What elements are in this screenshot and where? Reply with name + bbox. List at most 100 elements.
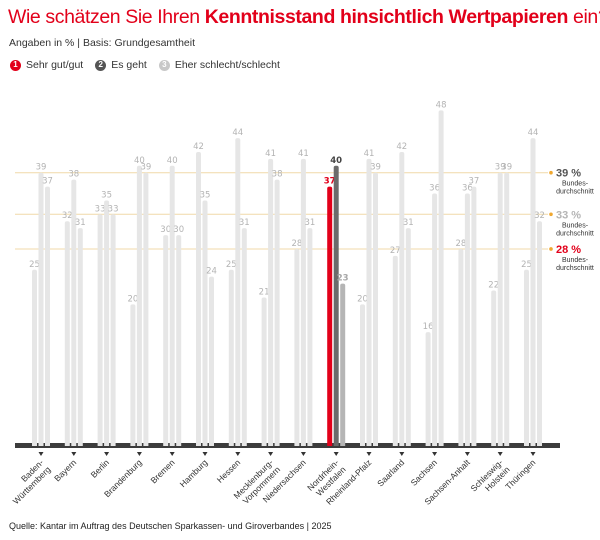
data-label: 31 bbox=[75, 218, 86, 228]
bar-foot bbox=[110, 443, 116, 446]
bar-foot bbox=[399, 443, 405, 446]
bar-3 bbox=[241, 228, 247, 445]
bar-foot bbox=[373, 443, 378, 446]
bar-3 bbox=[176, 235, 182, 445]
x-tick-label: Baden-Württemberg bbox=[11, 457, 53, 506]
legend: 1 Sehr gut/gut 2 Es geht 3 Eher schlecht… bbox=[10, 59, 280, 71]
data-label: 30 bbox=[173, 225, 184, 235]
data-label: 36 bbox=[462, 184, 473, 194]
data-label: 42 bbox=[396, 142, 407, 152]
data-label: 33 bbox=[108, 204, 119, 214]
bar-3 bbox=[77, 228, 83, 445]
data-label: 25 bbox=[521, 260, 532, 270]
average-dot bbox=[549, 170, 553, 175]
chart-title: Wie schätzen Sie Ihren Kenntnisstand hin… bbox=[8, 6, 600, 29]
bar-3 bbox=[438, 110, 444, 446]
bar-foot bbox=[97, 443, 103, 446]
data-label: 37 bbox=[468, 177, 479, 187]
average-dot bbox=[549, 212, 553, 217]
data-label: 40 bbox=[134, 156, 145, 166]
bar-foot bbox=[136, 443, 142, 446]
bar-foot bbox=[228, 443, 234, 446]
bar-foot bbox=[524, 443, 529, 446]
average-caption: Bundes- bbox=[562, 257, 589, 264]
bar-foot bbox=[45, 443, 50, 446]
data-label: 23 bbox=[337, 274, 349, 284]
bar-foot bbox=[392, 443, 398, 446]
tick-marker bbox=[38, 452, 44, 456]
bar-1 bbox=[360, 304, 365, 445]
data-label: 39 bbox=[370, 163, 381, 173]
source-note: Quelle: Kantar im Auftrag des Deutschen … bbox=[9, 521, 332, 531]
x-tick-label: Bremen bbox=[148, 457, 176, 485]
legend-number-icon: 2 bbox=[95, 59, 107, 71]
average-value: 33 % bbox=[556, 209, 581, 221]
data-label: 21 bbox=[259, 287, 270, 297]
bar-foot bbox=[104, 443, 110, 446]
tick-marker bbox=[399, 452, 405, 456]
legend-label: Eher schlecht/schlecht bbox=[174, 59, 280, 71]
bar-1 bbox=[458, 248, 464, 445]
legend-number-icon: 1 bbox=[10, 59, 21, 71]
bar-2 bbox=[235, 138, 241, 445]
bar-foot bbox=[209, 443, 214, 446]
data-label: 28 bbox=[455, 239, 466, 249]
tick-marker bbox=[497, 452, 503, 456]
bar-foot bbox=[202, 443, 208, 446]
bar-2 bbox=[71, 179, 77, 445]
bar-foot bbox=[32, 443, 37, 446]
data-label: 39 bbox=[495, 163, 506, 173]
bar-foot bbox=[143, 443, 149, 446]
bar-3 bbox=[504, 172, 510, 446]
legend-label: Es geht bbox=[111, 59, 147, 71]
data-label: 20 bbox=[127, 294, 138, 304]
bar-foot bbox=[425, 443, 431, 446]
bar-2 bbox=[136, 165, 142, 446]
data-label: 27 bbox=[390, 246, 401, 256]
baseline bbox=[15, 443, 560, 448]
bar-1 bbox=[163, 235, 169, 445]
x-tick-label-line: Bremen bbox=[148, 457, 176, 485]
bar-1 bbox=[392, 255, 398, 445]
bar-foot bbox=[169, 443, 175, 446]
bar-foot bbox=[274, 443, 280, 446]
x-tick-label: Berlin bbox=[89, 457, 112, 480]
bar-foot bbox=[327, 443, 333, 446]
bar-foot bbox=[268, 443, 274, 446]
tick-marker bbox=[104, 452, 110, 456]
bar-foot bbox=[196, 443, 201, 446]
x-tick-label-line: Saarland bbox=[375, 457, 406, 488]
data-label: 32 bbox=[534, 211, 545, 221]
bar-foot bbox=[77, 443, 83, 446]
x-tick-label: Saarland bbox=[375, 457, 406, 488]
bar-3 bbox=[471, 186, 477, 445]
bar-3 bbox=[209, 276, 214, 445]
bar-foot bbox=[360, 443, 365, 446]
bar-2 bbox=[333, 165, 339, 446]
bar-foot bbox=[432, 443, 438, 446]
tick-marker bbox=[268, 452, 274, 456]
bar-foot bbox=[504, 443, 510, 446]
x-tick-label-line: Bayern bbox=[52, 457, 78, 483]
average-value: 39 % bbox=[556, 168, 581, 180]
bar-2 bbox=[268, 158, 274, 445]
bar-2 bbox=[530, 138, 536, 445]
bar-1 bbox=[32, 269, 37, 445]
bar-1 bbox=[64, 221, 70, 445]
bar-foot bbox=[491, 443, 497, 446]
legend-item-eher-schlecht: 3 Eher schlecht/schlecht bbox=[158, 59, 280, 71]
bar-1 bbox=[261, 297, 267, 445]
data-label: 25 bbox=[226, 260, 237, 270]
average-caption: Bundes- bbox=[562, 181, 589, 188]
x-tick-label: Sachsen bbox=[409, 457, 440, 488]
bar-1 bbox=[327, 186, 333, 445]
bar-1 bbox=[97, 214, 103, 445]
tick-marker bbox=[71, 452, 77, 456]
data-label: 38 bbox=[272, 170, 283, 180]
bar-1 bbox=[425, 332, 431, 445]
bar-2 bbox=[300, 158, 306, 445]
bar-3 bbox=[373, 172, 378, 446]
bar-2 bbox=[497, 172, 503, 446]
data-label: 31 bbox=[403, 218, 414, 228]
bar-2 bbox=[169, 165, 175, 446]
